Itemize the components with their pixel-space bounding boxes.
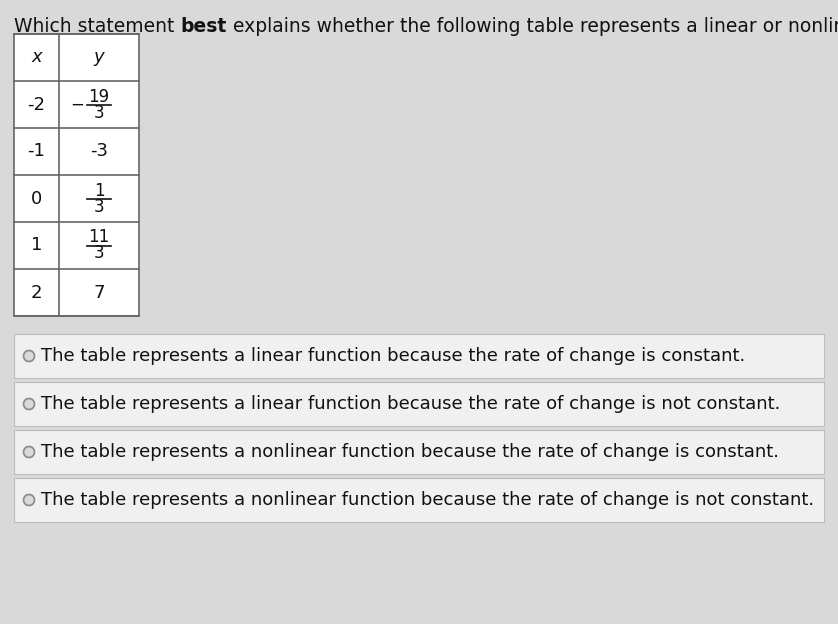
- Circle shape: [23, 399, 34, 409]
- FancyBboxPatch shape: [14, 382, 824, 426]
- Text: The table represents a nonlinear function because the rate of change is constant: The table represents a nonlinear functio…: [41, 443, 779, 461]
- Text: Which statement: Which statement: [14, 17, 180, 36]
- Text: The table represents a linear function because the rate of change is not constan: The table represents a linear function b…: [41, 395, 780, 413]
- Text: explains whether the following table represents a linear or nonlinear function?: explains whether the following table rep…: [226, 17, 838, 36]
- Text: The table represents a nonlinear function because the rate of change is not cons: The table represents a nonlinear functio…: [41, 491, 815, 509]
- FancyBboxPatch shape: [14, 334, 824, 378]
- Circle shape: [23, 447, 34, 457]
- Text: 3: 3: [94, 245, 104, 263]
- Text: 1: 1: [94, 182, 104, 200]
- Text: -3: -3: [90, 142, 108, 160]
- Text: 0: 0: [31, 190, 42, 208]
- Text: y: y: [94, 49, 104, 67]
- Text: 2: 2: [31, 283, 42, 301]
- Text: 3: 3: [94, 198, 104, 215]
- Text: best: best: [180, 17, 226, 36]
- FancyBboxPatch shape: [14, 430, 824, 474]
- FancyBboxPatch shape: [14, 34, 139, 316]
- Text: 7: 7: [93, 283, 105, 301]
- Text: 1: 1: [31, 236, 42, 255]
- Text: 19: 19: [89, 87, 110, 105]
- Text: 3: 3: [94, 104, 104, 122]
- Text: 11: 11: [88, 228, 110, 246]
- Text: x: x: [31, 49, 42, 67]
- Text: The table represents a linear function because the rate of change is constant.: The table represents a linear function b…: [41, 347, 745, 365]
- FancyBboxPatch shape: [14, 478, 824, 522]
- Circle shape: [23, 494, 34, 505]
- Circle shape: [23, 351, 34, 361]
- Text: -1: -1: [28, 142, 45, 160]
- Text: −: −: [70, 95, 84, 114]
- Text: -2: -2: [28, 95, 45, 114]
